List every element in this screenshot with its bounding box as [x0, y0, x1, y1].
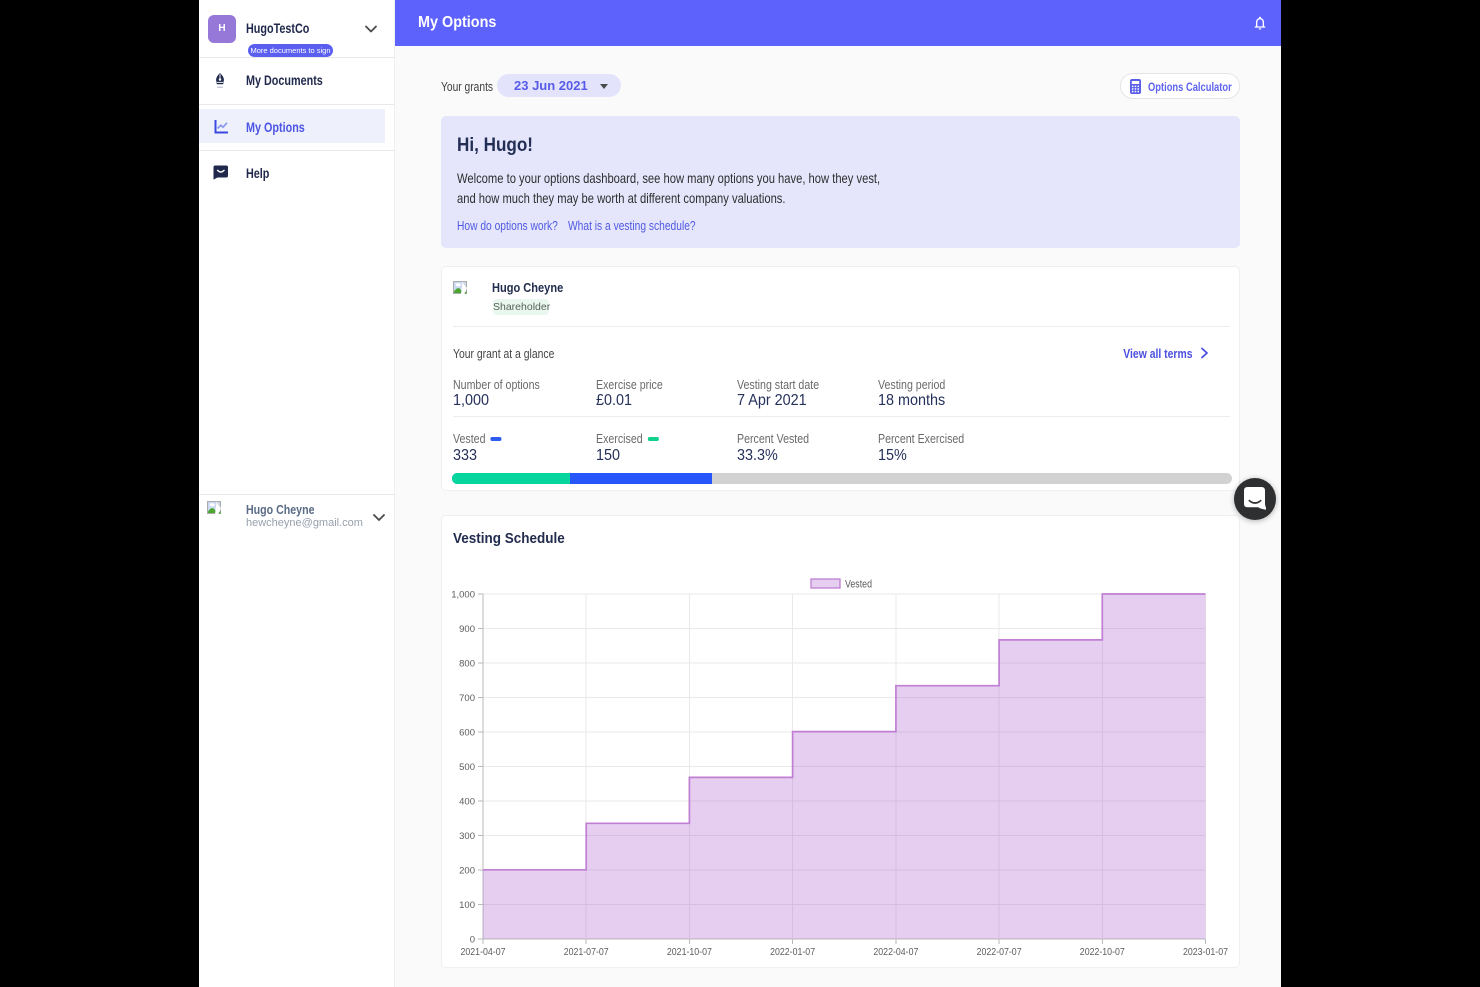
- svg-text:700: 700: [459, 693, 475, 704]
- svg-text:2022-01-07: 2022-01-07: [770, 946, 815, 958]
- svg-text:2021-10-07: 2021-10-07: [667, 946, 712, 958]
- svg-text:2021-07-07: 2021-07-07: [564, 946, 609, 958]
- svg-text:2022-07-07: 2022-07-07: [977, 946, 1022, 958]
- svg-text:2022-04-07: 2022-04-07: [873, 946, 918, 958]
- svg-text:200: 200: [459, 865, 475, 876]
- svg-text:300: 300: [459, 831, 475, 842]
- svg-text:Vested: Vested: [845, 579, 872, 591]
- svg-text:900: 900: [459, 624, 475, 635]
- svg-text:2023-01-07: 2023-01-07: [1183, 946, 1228, 958]
- svg-text:2022-10-07: 2022-10-07: [1080, 946, 1125, 958]
- svg-text:600: 600: [459, 727, 475, 738]
- svg-text:1,000: 1,000: [451, 590, 475, 601]
- svg-text:400: 400: [459, 796, 475, 807]
- svg-text:100: 100: [459, 900, 475, 911]
- svg-text:0: 0: [470, 934, 475, 945]
- svg-text:800: 800: [459, 659, 475, 670]
- svg-text:2021-04-07: 2021-04-07: [461, 946, 506, 958]
- svg-text:500: 500: [459, 762, 475, 773]
